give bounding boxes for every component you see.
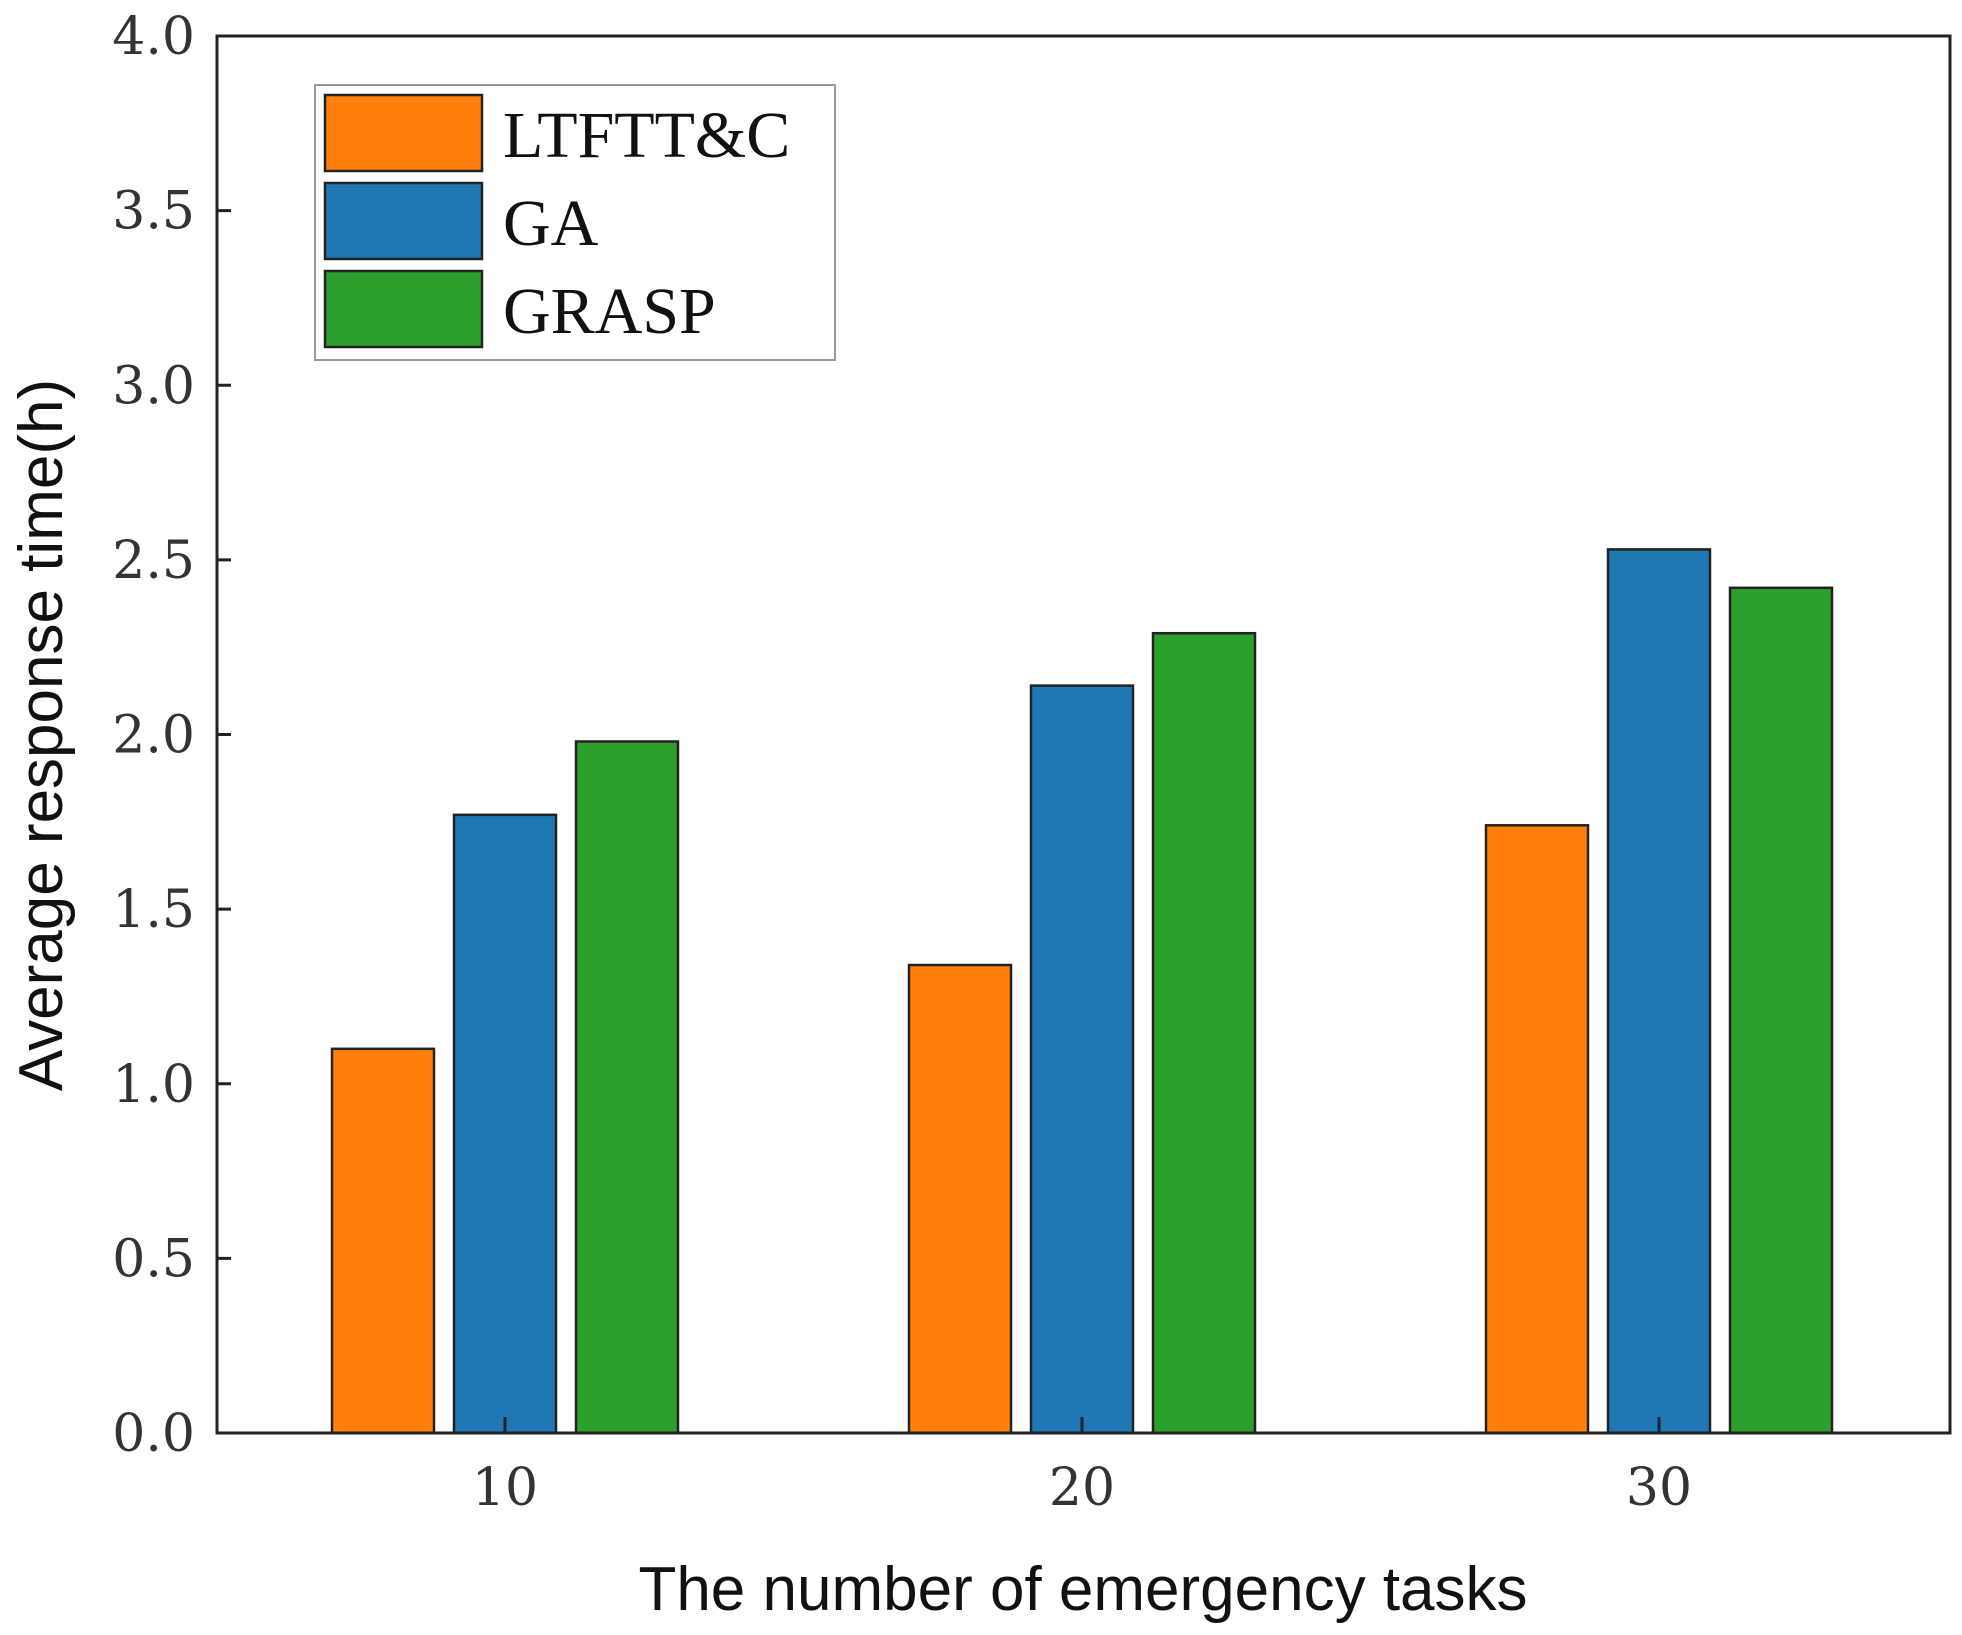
y-tick-label: 1.0 [112,1055,195,1115]
legend: LTFTT&C GA GRASP [314,84,836,361]
y-tick-label: 2.0 [112,706,195,766]
x-tick-label: 30 [1626,1458,1692,1518]
y-axis: 0.0 0.5 1.0 1.5 2.0 2.5 3.0 3.5 4.0 [112,7,231,1464]
legend-label: GA [503,187,599,260]
bar-ga-10 [452,813,558,1435]
y-tick-label: 2.5 [112,531,195,591]
bar-grasp-10 [574,740,680,1435]
legend-swatch [323,93,484,173]
bars-group [330,548,1834,1435]
bar-ga-20 [1029,684,1135,1435]
y-tick-label: 0.0 [112,1404,195,1464]
y-tick-label: 3.5 [112,182,195,242]
x-tick-label: 10 [472,1458,538,1518]
legend-swatch [323,269,484,349]
x-axis: 10 20 30 [472,1417,1692,1518]
y-tick-label: 0.5 [112,1229,195,1289]
x-axis-title: The number of emergency tasks [638,1555,1527,1624]
y-tick-label: 3.0 [112,356,195,416]
bar-ltftt-c-30 [1484,824,1590,1435]
y-tick-label: 1.5 [112,880,195,940]
bar-ltftt-c-10 [330,1047,436,1435]
legend-label: LTFTT&C [503,99,790,172]
y-axis-title: Average response time(h) [7,379,76,1091]
x-tick-label: 20 [1049,1458,1115,1518]
bar-grasp-30 [1728,586,1834,1435]
legend-label: GRASP [503,275,716,348]
y-tick-label: 4.0 [112,7,195,67]
bar-ltftt-c-20 [907,963,1013,1435]
legend-swatch [323,181,484,261]
bar-ga-30 [1606,548,1712,1435]
bar-grasp-20 [1151,631,1257,1435]
